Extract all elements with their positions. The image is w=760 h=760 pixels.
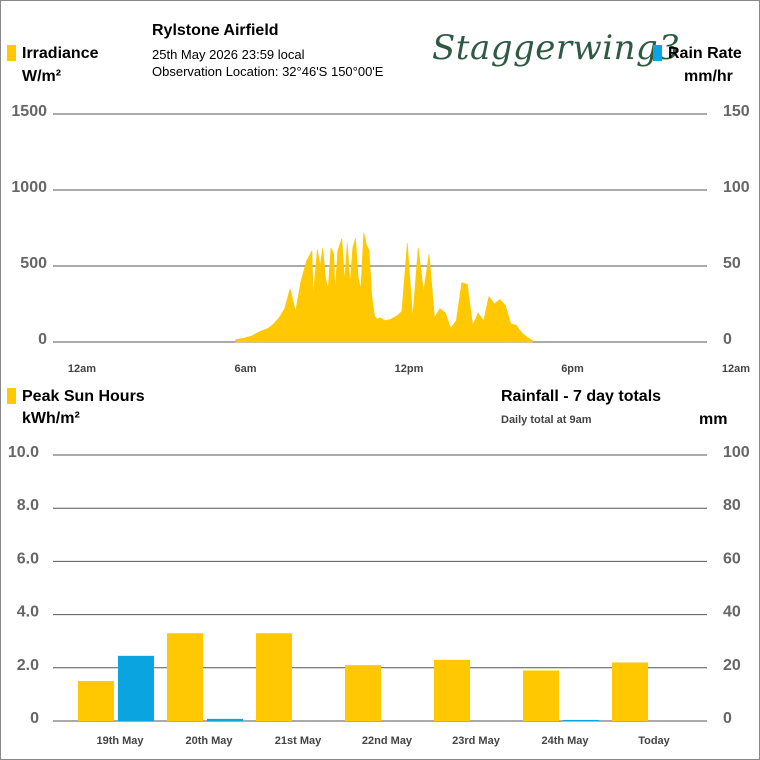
sun-hours-bar [523,670,559,721]
irradiance-area [235,232,533,343]
sun-hours-left-tick: 8.0 [17,497,39,514]
day-category-label: 23rd May [452,735,501,747]
irradiance-unit: W/m² [22,68,62,85]
sun-hours-left-tick: 4.0 [17,604,39,621]
irradiance-left-tick: 1500 [11,103,47,120]
sun-hours-bar [612,662,648,721]
rainfall-bar [207,718,243,721]
day-category-label: 21st May [275,735,322,747]
sun-hours-bar [256,633,292,721]
day-category-label: 22nd May [362,735,413,747]
rainfall-right-tick: 0 [723,710,732,727]
sun-hours-bar [78,681,114,721]
irradiance-left-tick: 500 [20,255,47,272]
sun-hours-axis-label: Peak Sun Hours [22,388,145,405]
day-category-label: Today [638,735,670,747]
observation-location: Observation Location: 32°46'S 150°00'E [152,64,384,79]
rainfall-right-tick: 80 [723,497,741,514]
sun-hours-bar [434,659,470,721]
day-category-label: 20th May [185,735,233,747]
sun-hours-bar [167,633,203,721]
rain-rate-right-tick: 0 [723,331,732,348]
day-category-label: 24th May [541,735,589,747]
sun-hours-left-tick: 10.0 [8,444,39,461]
staggerwing-logo: Staggerwing3 [432,28,681,68]
irradiance-legend-swatch [7,45,16,61]
rain-rate-right-tick: 100 [723,179,750,196]
irradiance-left-tick: 1000 [11,179,47,196]
sun-hours-left-tick: 6.0 [17,550,39,567]
irradiance-x-tick: 12pm [395,363,424,375]
sun-hours-left-tick: 0 [30,710,39,727]
rainfall-right-tick: 40 [723,604,741,621]
station-title: Rylstone Airfield [152,22,279,39]
sun-hours-unit: kWh/m² [22,410,80,427]
rain-rate-unit: mm/hr [684,68,733,85]
irradiance-x-tick: 6pm [561,363,584,375]
irradiance-x-tick: 12am [722,363,750,375]
rainfall-bar [563,719,599,722]
rain-rate-right-tick: 50 [723,255,741,272]
rainfall-right-tick: 20 [723,657,741,674]
rainfall-bar [118,655,154,721]
rainfall-right-tick: 100 [723,444,750,461]
rainfall-unit: mm [699,411,728,428]
rain-rate-legend-swatch [653,45,662,61]
rain-rate-axis-label: Rain Rate [668,45,742,62]
day-category-label: 19th May [96,735,144,747]
rain-rate-right-tick: 150 [723,103,750,120]
irradiance-left-tick: 0 [38,331,47,348]
irradiance-axis-label: Irradiance [22,45,99,62]
rainfall-title: Rainfall - 7 day totals [501,388,662,405]
irradiance-x-tick: 6am [234,363,256,375]
irradiance-x-tick: 12am [68,363,96,375]
sun-hours-legend-swatch [7,388,16,404]
rainfall-subtitle: Daily total at 9am [501,414,592,426]
rainfall-right-tick: 60 [723,550,741,567]
sun-hours-left-tick: 2.0 [17,657,39,674]
observation-datetime: 25th May 2026 23:59 local [152,47,305,62]
sun-hours-bar [345,665,381,721]
